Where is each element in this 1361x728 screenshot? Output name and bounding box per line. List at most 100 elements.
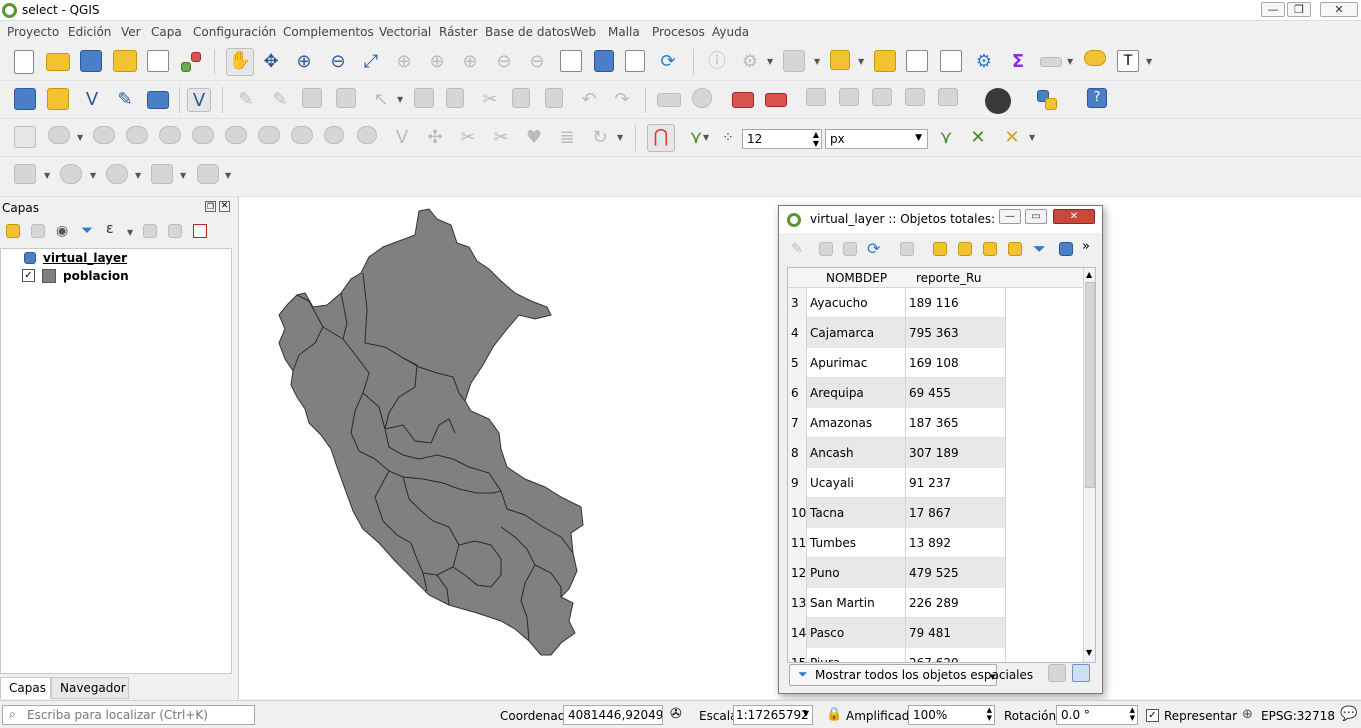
table-row[interactable]: 3 Ayacucho 189 116 xyxy=(788,288,1006,318)
zoom-out-icon[interactable]: ⊖ xyxy=(330,51,346,72)
open-attribute-table-icon[interactable] xyxy=(906,50,928,72)
cell-reporte-ru[interactable]: 189 116 xyxy=(906,288,1006,318)
save-edits-icon[interactable] xyxy=(302,88,322,108)
maximize-button[interactable]: ❐ xyxy=(1287,2,1311,17)
style-manager-icon[interactable] xyxy=(179,50,203,74)
cell-reporte-ru[interactable]: 69 455 xyxy=(906,378,1006,408)
filter-expression-icon[interactable]: ε xyxy=(106,221,114,237)
table-row[interactable]: 4 Cajamarca 795 363 xyxy=(788,318,1006,348)
collapse-all-icon[interactable] xyxy=(168,224,182,238)
maximize-button[interactable]: ▭ xyxy=(1025,209,1047,224)
snapping-magnet-icon[interactable]: ⋂ xyxy=(647,124,675,152)
cell-nombdep[interactable]: Tacna xyxy=(807,498,906,528)
snap-intersection-icon[interactable]: ✕ xyxy=(970,127,986,148)
cell-nombdep[interactable]: Cajamarca xyxy=(807,318,906,348)
add-circle-icon[interactable] xyxy=(60,164,82,184)
change-label-icon[interactable] xyxy=(938,88,958,106)
vertex-tool-icon[interactable]: ↖ xyxy=(373,89,389,110)
processing-toolbox-icon[interactable]: ⚙ xyxy=(975,51,993,72)
delete-part-icon[interactable] xyxy=(192,126,214,144)
cell-nombdep[interactable]: San Martin xyxy=(807,588,906,618)
cell-nombdep[interactable]: Arequipa xyxy=(807,378,906,408)
new-map-view-icon[interactable] xyxy=(560,50,582,72)
merge-attributes-icon[interactable]: V xyxy=(395,127,409,148)
new-project-icon[interactable] xyxy=(14,50,34,74)
action-icon[interactable]: ⚙ xyxy=(741,51,759,72)
pan-map-icon[interactable]: ✋ xyxy=(226,48,254,76)
add-regular-polygon-icon[interactable] xyxy=(197,164,219,184)
table-row[interactable]: 13 San Martin 226 289 xyxy=(788,588,1006,618)
deselect-all-icon[interactable] xyxy=(874,50,896,72)
snap-unit-select[interactable]: px ▼ xyxy=(825,129,928,149)
close-button[interactable]: ✕ xyxy=(1320,2,1358,17)
highlight-pinned-labels-icon[interactable] xyxy=(732,92,754,108)
split-features-icon[interactable] xyxy=(291,126,313,144)
row-number[interactable]: 3 xyxy=(788,288,807,318)
select-all-icon[interactable] xyxy=(958,242,972,256)
reverse-line-icon[interactable]: ≣ xyxy=(559,127,575,148)
toggle-display-labels-icon[interactable] xyxy=(765,93,787,107)
zoom-in-icon[interactable]: ⊕ xyxy=(296,51,312,72)
layer-item-virtual-layer[interactable]: virtual_layer xyxy=(1,249,231,267)
table-row[interactable]: 11 Tumbes 13 892 xyxy=(788,528,1006,558)
open-layer-styling-icon[interactable] xyxy=(6,224,20,238)
table-row[interactable]: 7 Amazonas 187 365 xyxy=(788,408,1006,438)
add-vector-layer-icon[interactable]: V xyxy=(85,89,99,110)
minimize-button[interactable]: — xyxy=(1261,2,1285,17)
cut-features-icon[interactable]: ✂ xyxy=(482,89,498,110)
expand-all-icon[interactable] xyxy=(143,224,157,238)
cell-nombdep[interactable]: Pasco xyxy=(807,618,906,648)
menu-procesos[interactable]: Procesos xyxy=(652,25,705,39)
column-header-reporte-ru[interactable]: reporte_Ru xyxy=(916,271,982,285)
scroll-up-icon[interactable]: ▲ xyxy=(1086,270,1093,279)
float-panel-icon[interactable]: ❐ xyxy=(205,201,216,212)
cell-reporte-ru[interactable]: 91 237 xyxy=(906,468,1006,498)
lock-scale-icon[interactable]: 🔒 xyxy=(826,707,843,722)
text-annotation-icon[interactable]: T xyxy=(1117,50,1139,72)
add-part-icon[interactable] xyxy=(93,126,115,144)
cell-reporte-ru[interactable]: 267 620 xyxy=(906,648,1006,662)
multi-edit-icon[interactable] xyxy=(819,242,833,256)
coordinate-input[interactable]: 4081446,9204972 xyxy=(563,705,663,725)
tab-navegador[interactable]: Navegador xyxy=(51,677,129,699)
self-snapping-icon[interactable]: ✕ xyxy=(1004,127,1020,148)
simplify-feature-icon[interactable]: ♥ xyxy=(525,127,543,148)
rotate-feature-icon[interactable]: ↻ xyxy=(592,127,608,148)
cell-reporte-ru[interactable]: 17 867 xyxy=(906,498,1006,528)
save-project-icon[interactable] xyxy=(80,50,102,72)
menu-ver[interactable]: Ver xyxy=(121,25,141,39)
cell-nombdep[interactable]: Amazonas xyxy=(807,408,906,438)
messages-icon[interactable]: 💬 xyxy=(1340,706,1358,722)
pan-to-selection-icon[interactable]: ✥ xyxy=(263,51,279,72)
toggle-extents-icon[interactable]: ✇ xyxy=(670,706,682,722)
magnifier-input[interactable]: 100% ▲ ▼ xyxy=(908,705,995,725)
menu-malla[interactable]: Malla xyxy=(608,25,640,39)
row-number[interactable]: 7 xyxy=(788,408,807,438)
data-source-manager-icon[interactable] xyxy=(14,88,36,110)
table-row[interactable]: 15 Piura 267 620 xyxy=(788,648,1006,662)
refresh-icon[interactable]: ⟳ xyxy=(660,51,676,72)
row-number[interactable]: 4 xyxy=(788,318,807,348)
deselect-all-icon[interactable] xyxy=(1008,242,1022,256)
python-console-icon[interactable] xyxy=(1035,88,1059,112)
snap-vertex-icon[interactable]: ⋎ xyxy=(689,127,703,148)
select-features-icon[interactable] xyxy=(783,50,805,72)
row-number[interactable]: 6 xyxy=(788,378,807,408)
menu-base-de-datos[interactable]: Base de datos xyxy=(485,25,571,39)
zoom-last-icon[interactable]: ⊖ xyxy=(496,51,512,72)
delete-selected-icon[interactable] xyxy=(446,88,464,108)
new-geopackage-layer-icon[interactable] xyxy=(47,88,69,110)
select-by-expression-icon[interactable] xyxy=(933,242,947,256)
row-number[interactable]: 5 xyxy=(788,348,807,378)
copy-features-icon[interactable] xyxy=(512,88,530,108)
rotation-input[interactable]: 0.0 ° ▲ ▼ xyxy=(1056,705,1138,725)
scrollbar-thumb[interactable] xyxy=(1085,282,1095,488)
fill-ring-icon[interactable] xyxy=(126,126,148,144)
scale-combo[interactable]: 1:17265792 ▼ xyxy=(733,705,813,725)
move-selection-top-icon[interactable] xyxy=(1059,242,1073,256)
add-ring-icon[interactable] xyxy=(48,126,70,144)
manage-visibility-icon[interactable]: ◉ xyxy=(56,223,69,239)
crs-globe-icon[interactable]: ⊕ xyxy=(1242,707,1253,722)
menu-configuracion[interactable]: Configuración xyxy=(193,25,277,39)
zoom-native-icon[interactable]: ⊕ xyxy=(462,51,478,72)
